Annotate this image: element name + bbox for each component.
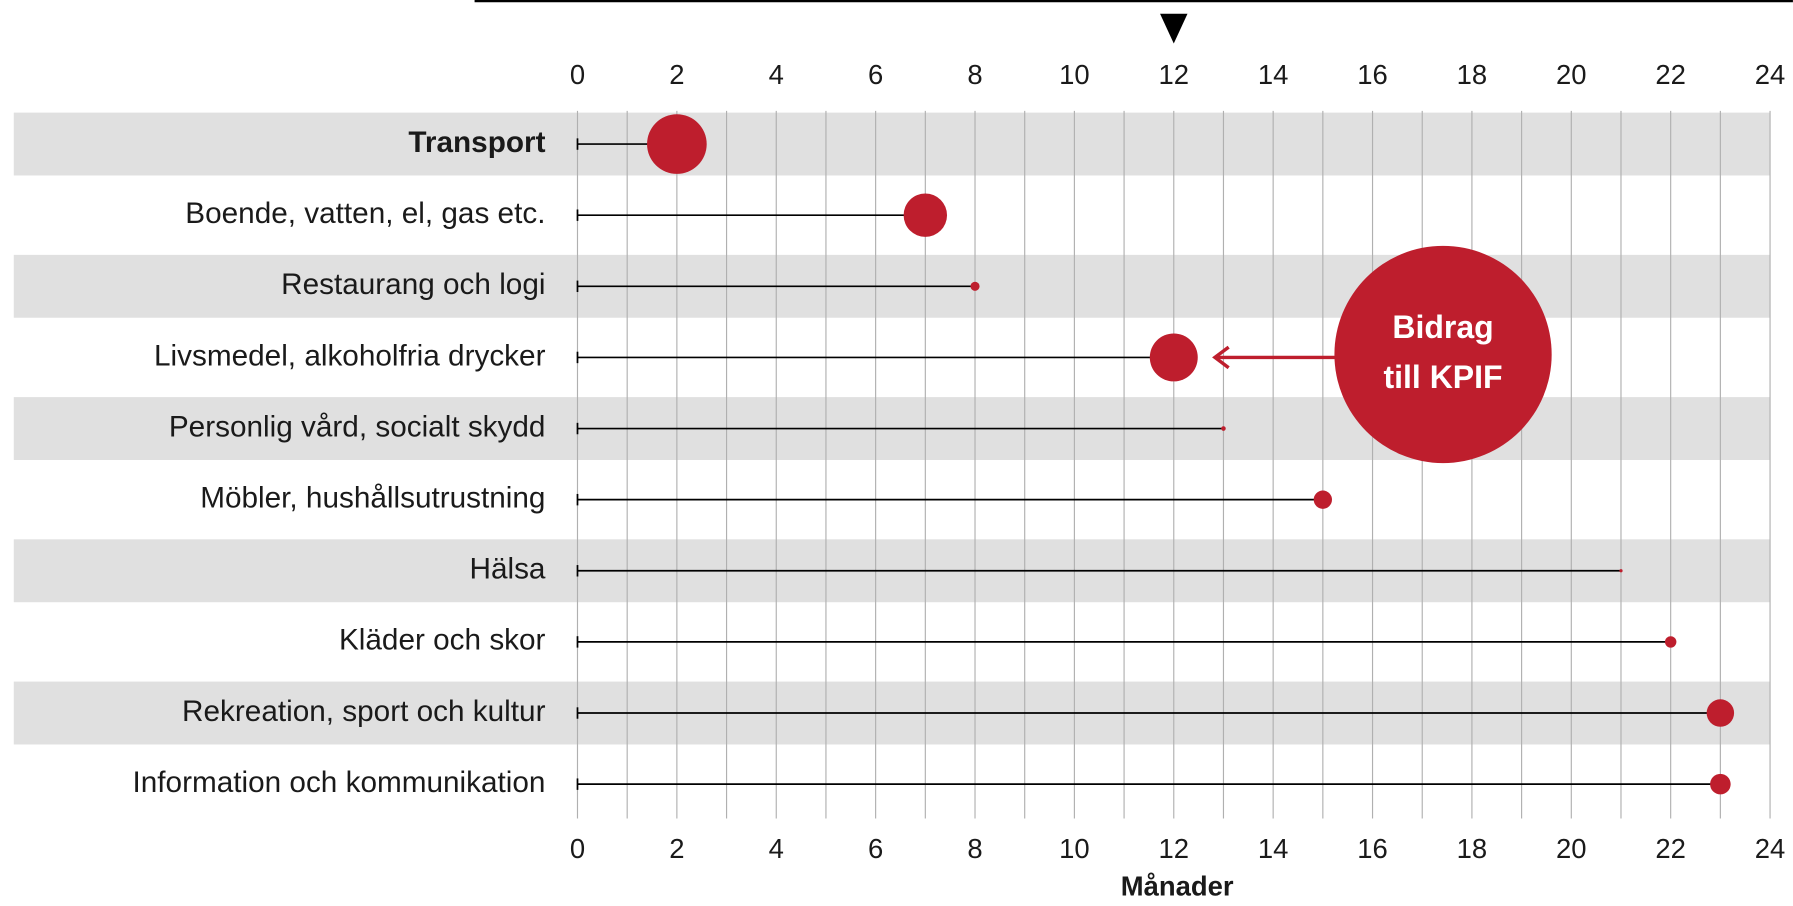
x-tick-label: 24 (1755, 833, 1786, 864)
row-band (13, 112, 1771, 176)
category-label: Restaurang och logi (281, 268, 545, 301)
x-tick-label: 2 (669, 59, 684, 90)
dot (1619, 569, 1623, 573)
x-tick-label: 18 (1457, 59, 1488, 90)
x-tick-label: 16 (1357, 833, 1388, 864)
marker (1160, 13, 1188, 44)
dot (1149, 333, 1198, 382)
dot (903, 193, 948, 237)
x-tick-label: 14 (1258, 59, 1289, 90)
x-tick-label: 22 (1655, 59, 1686, 90)
x-tick-label: 12 (1159, 833, 1190, 864)
annotation-arrowhead (1212, 345, 1230, 370)
x-tick-label: 22 (1655, 833, 1686, 864)
x-tick-label: 6 (868, 833, 883, 864)
category-label: Transport (408, 126, 545, 159)
x-tick-label: 20 (1556, 59, 1587, 90)
dot (1710, 773, 1731, 795)
category-label: Boende, vatten, el, gas etc. (185, 197, 545, 230)
category-label: Information och kommunikation (133, 766, 546, 799)
x-tick-label: 8 (967, 59, 982, 90)
x-tick-label: 20 (1556, 833, 1587, 864)
x-tick-label: 8 (967, 833, 982, 864)
dot (1664, 636, 1677, 648)
annotation-text: till KPIF (1383, 359, 1502, 395)
annotation-text: Bidrag (1392, 309, 1493, 345)
category-label: Hälsa (469, 553, 545, 586)
category-label: Kläder och skor (339, 624, 546, 657)
x-tick-label: 4 (769, 833, 784, 864)
x-tick-label: 10 (1059, 833, 1090, 864)
dot (1313, 490, 1332, 509)
category-label: Personlig vård, socialt skydd (169, 410, 546, 443)
annotation-circle (1334, 245, 1552, 464)
category-label: Rekreation, sport och kultur (182, 695, 546, 728)
dot (970, 281, 980, 291)
x-tick-label: 10 (1059, 59, 1090, 90)
category-label: Möbler, hushållsutrustning (200, 482, 545, 515)
x-tick-label: 0 (570, 59, 585, 90)
x-tick-label: 0 (570, 833, 585, 864)
x-tick-label: 2 (669, 833, 684, 864)
dot (1706, 699, 1735, 727)
x-tick-label: 14 (1258, 833, 1289, 864)
x-tick-label: 12 (1159, 59, 1190, 90)
dot (647, 114, 707, 174)
x-tick-label: 16 (1357, 59, 1388, 90)
dot (1221, 426, 1226, 431)
category-label: Livsmedel, alkoholfria drycker (154, 339, 546, 372)
x-tick-label: 24 (1755, 59, 1786, 90)
x-axis-title: Månader (1121, 871, 1234, 901)
x-tick-label: 18 (1457, 833, 1488, 864)
x-tick-label: 6 (868, 59, 883, 90)
x-tick-label: 4 (769, 59, 784, 90)
